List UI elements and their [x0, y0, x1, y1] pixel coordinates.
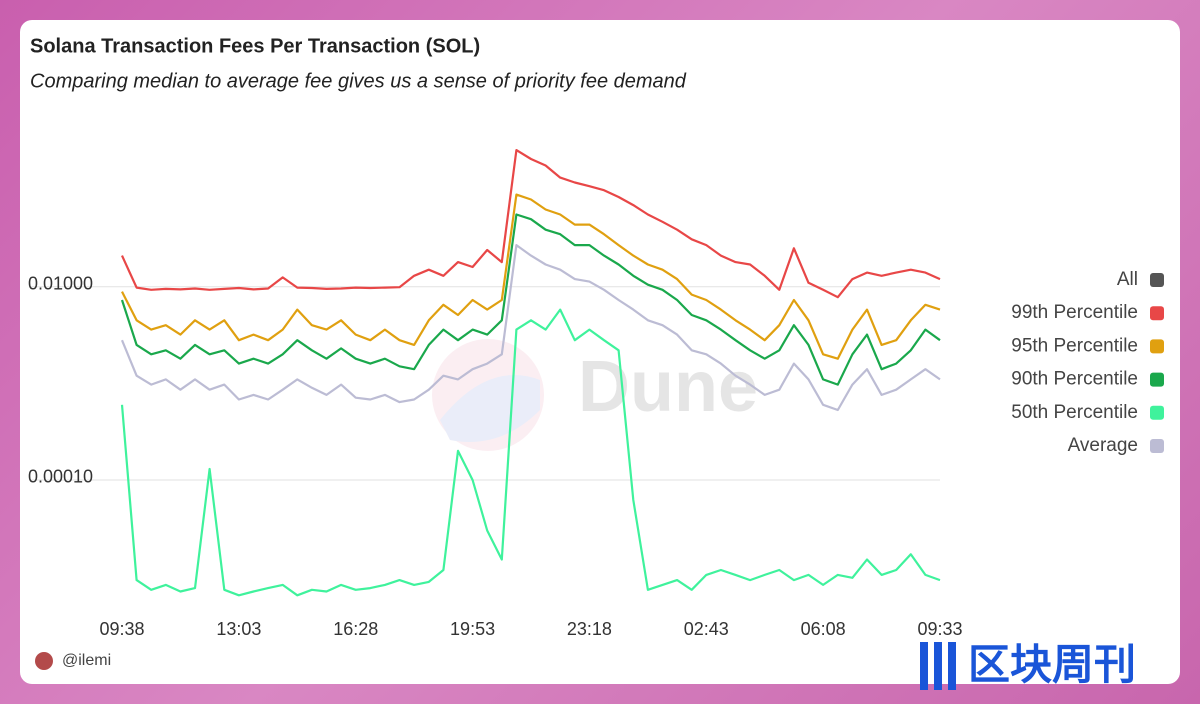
plot-area: 0.00010 0.01000 09:38 13:03 16:28 19:53 23:18 0… — [28, 149, 963, 639]
x-tick-label: 16:28 — [333, 619, 378, 639]
series-line — [120, 308, 941, 597]
x-tick-label: 09:38 — [99, 619, 144, 639]
chart-title: Solana Transaction Fees Per Transaction … — [30, 35, 480, 57]
legend-label[interactable]: Average — [1068, 435, 1138, 456]
legend-swatch[interactable] — [1150, 405, 1164, 420]
x-tick-label: 09:33 — [917, 619, 962, 639]
overlay-logo: 区块周刊 — [920, 641, 1136, 690]
logo-bar — [934, 642, 942, 690]
series-line — [120, 244, 941, 412]
watermark-text: Dune — [578, 347, 758, 427]
legend-swatch[interactable] — [1150, 306, 1164, 321]
watermark-logo-swoosh — [440, 375, 540, 442]
legend-swatch[interactable] — [1150, 439, 1164, 453]
legend-label[interactable]: 95th Percentile — [1011, 335, 1138, 356]
legend: All 99th Percentile 95th Percentile 90th Pe… — [1011, 269, 1164, 456]
series-line — [120, 149, 941, 299]
legend-swatch[interactable] — [1150, 372, 1164, 387]
logo-text: 区块周刊 — [968, 641, 1136, 688]
legend-swatch[interactable] — [1150, 339, 1164, 354]
x-tick-label: 06:08 — [801, 619, 846, 639]
logo-bar — [920, 642, 928, 690]
legend-label[interactable]: 50th Percentile — [1011, 402, 1138, 423]
logo-bar — [948, 642, 956, 690]
x-tick-label: 02:43 — [684, 619, 729, 639]
legend-label[interactable]: 90th Percentile — [1011, 369, 1138, 390]
watermark-logo — [432, 339, 544, 451]
x-tick-label: 19:53 — [450, 619, 495, 639]
watermark: Dune — [432, 339, 758, 451]
x-tick-label: 23:18 — [567, 619, 612, 639]
author: @ilemi — [62, 652, 111, 669]
series-line — [120, 213, 941, 386]
author-avatar — [35, 652, 53, 670]
y-tick-label: 0.00010 — [28, 467, 93, 487]
legend-label[interactable]: All — [1117, 269, 1138, 290]
y-tick-label: 0.01000 — [28, 274, 93, 294]
series-line — [121, 193, 941, 360]
legend-label[interactable]: 99th Percentile — [1011, 302, 1138, 323]
card — [20, 20, 1180, 684]
x-tick-label: 13:03 — [216, 619, 261, 639]
chart-subtitle: Comparing median to average fee gives us… — [30, 70, 687, 92]
legend-swatch[interactable] — [1150, 273, 1164, 287]
